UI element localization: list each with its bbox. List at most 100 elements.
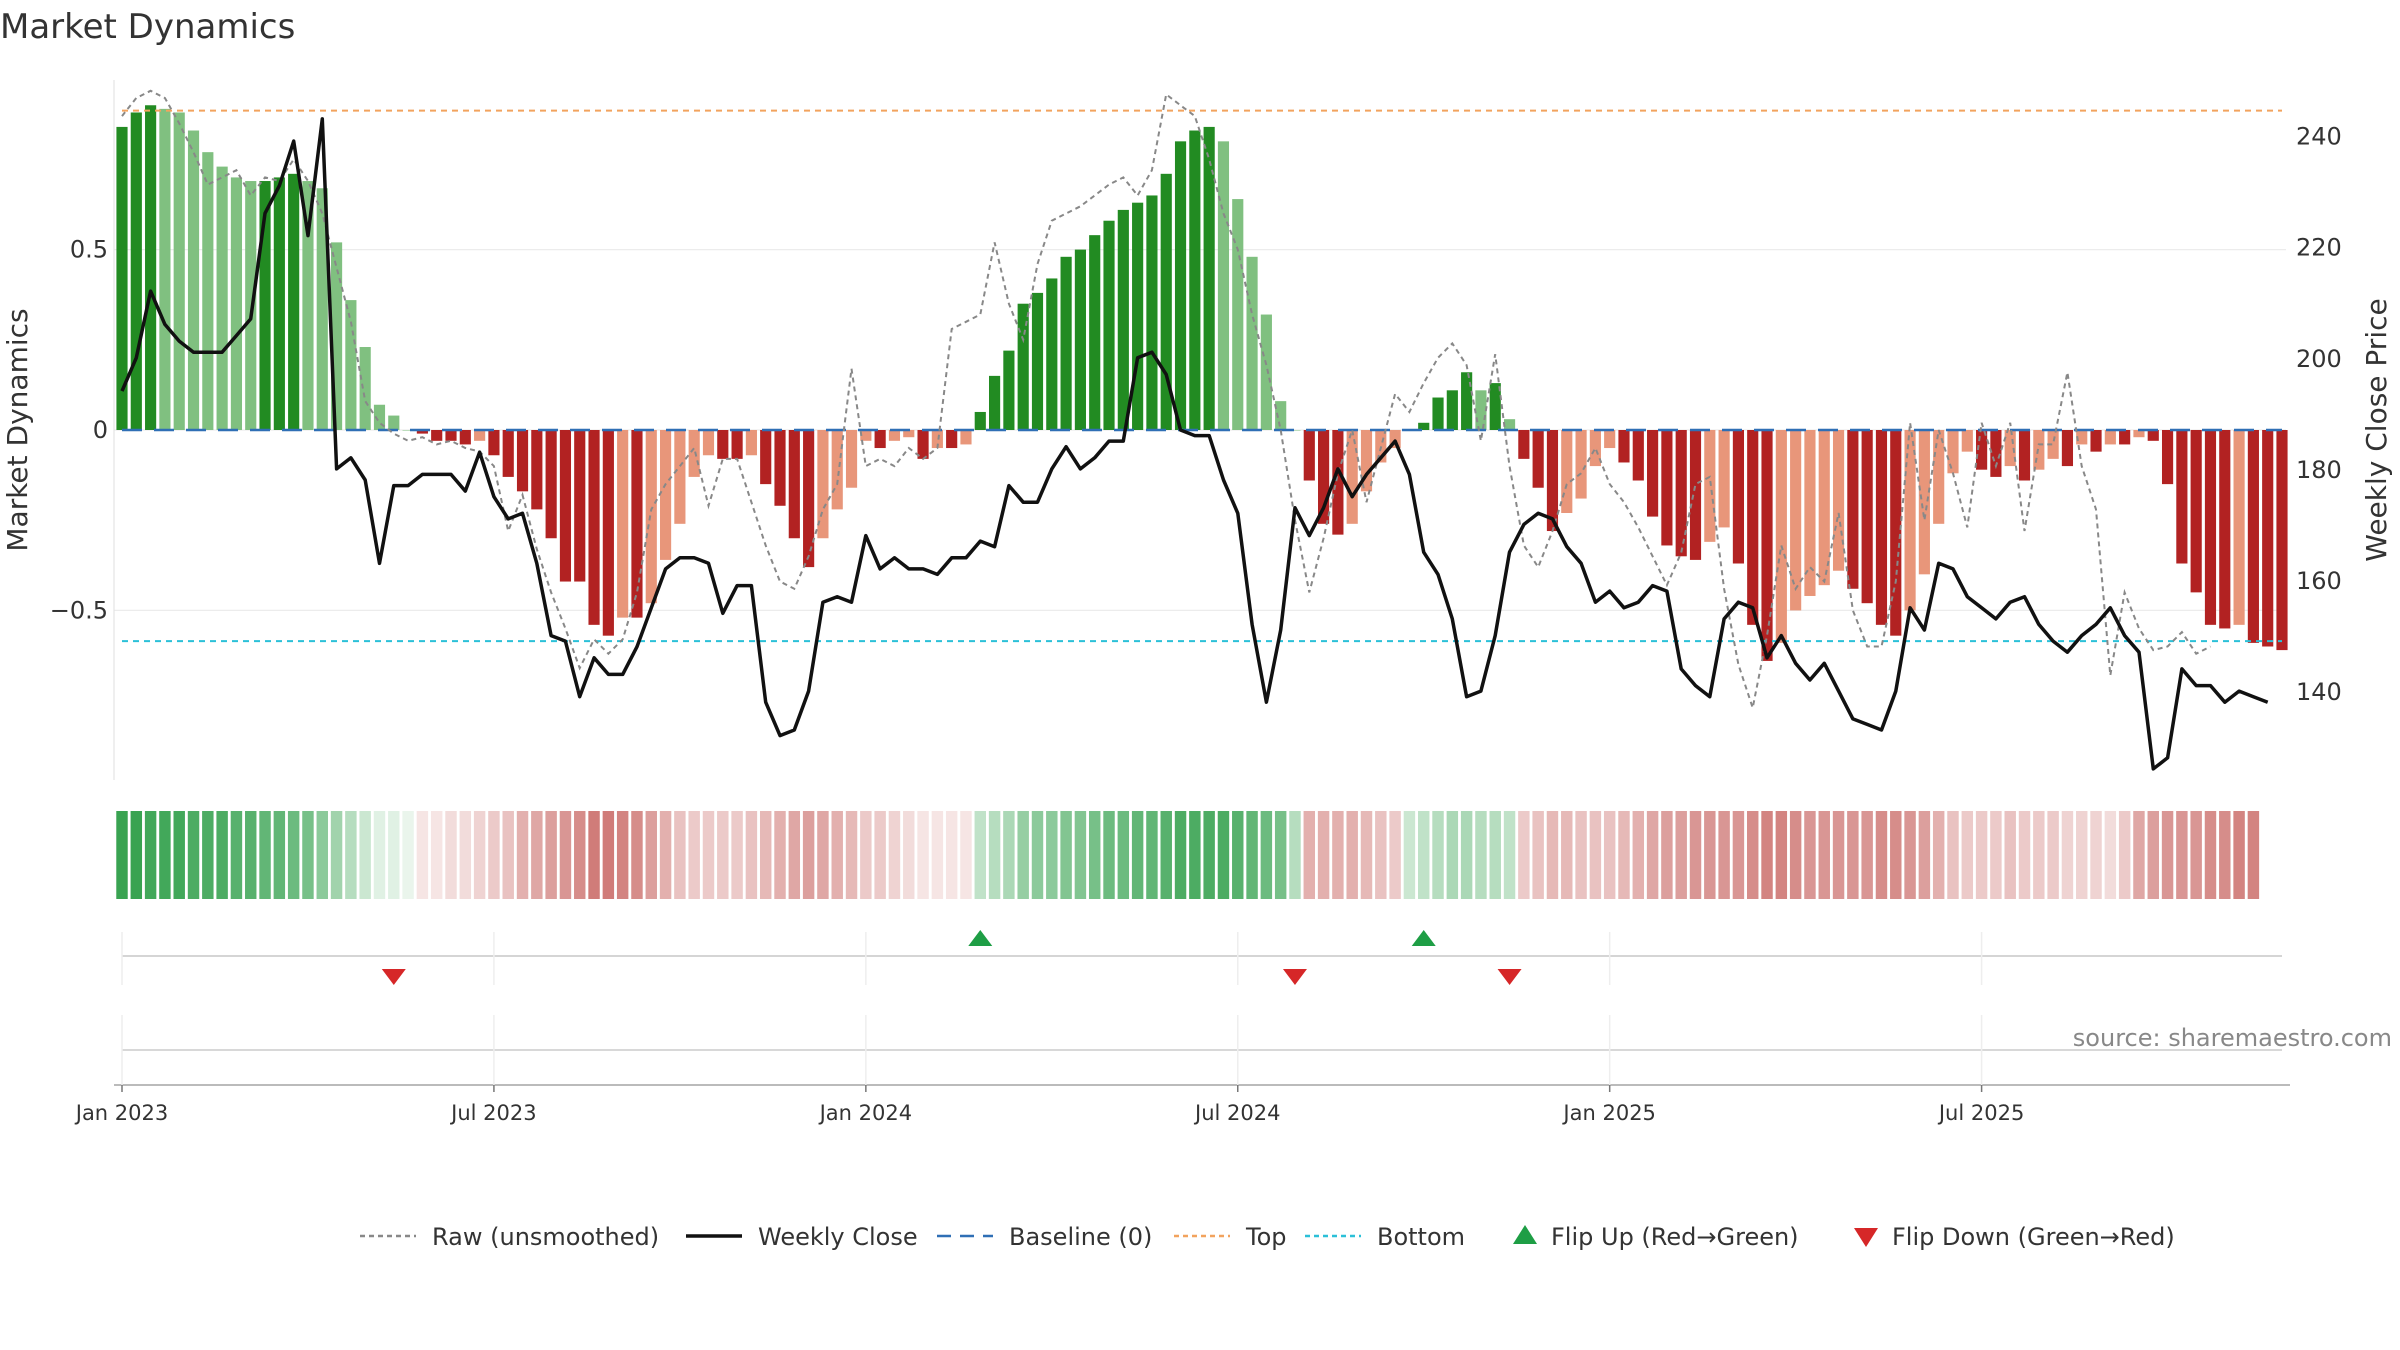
signal-strength-cell <box>988 811 1001 899</box>
signal-strength-cell <box>874 811 886 899</box>
market-dynamics-bar <box>1432 397 1444 430</box>
signal-strength-cell <box>2004 811 2016 899</box>
market-dynamics-bar <box>474 430 486 441</box>
signal-strength-cell <box>2018 811 2031 899</box>
signal-strength-cell <box>1646 811 1659 899</box>
signal-strength-cell <box>1346 811 1358 899</box>
market-dynamics-bar <box>974 411 986 430</box>
market-dynamics-bar <box>1260 314 1272 430</box>
market-dynamics-bar <box>502 430 514 477</box>
market-dynamics-bar <box>631 430 643 618</box>
market-dynamics-bar <box>1561 430 1573 513</box>
signal-strength-cell <box>1274 811 1287 899</box>
market-dynamics-bar <box>130 112 142 430</box>
signal-strength-cell <box>2190 811 2202 899</box>
market-dynamics-bar <box>1632 430 1644 481</box>
market-dynamics-bar <box>488 430 500 456</box>
market-dynamics-bar <box>774 430 786 506</box>
market-dynamics-bar <box>173 112 185 430</box>
signal-strength-cell <box>1503 811 1516 899</box>
market-dynamics-bar <box>702 430 715 456</box>
x-tick-label: Jul 2025 <box>1937 1101 2024 1125</box>
market-dynamics-bar <box>1961 430 1973 452</box>
flip-up-marker <box>1411 930 1436 946</box>
signal-strength-cell <box>2076 811 2088 899</box>
market-dynamics-bar <box>431 430 443 441</box>
signal-strength-cell <box>2061 811 2074 899</box>
signal-strength-cell <box>903 811 915 899</box>
market-dynamics-bar <box>1589 430 1601 467</box>
market-dynamics-bar <box>803 430 815 568</box>
signal-strength-cell <box>2090 811 2102 899</box>
market-dynamics-bar <box>1189 130 1201 431</box>
market-dynamics-bar <box>860 430 872 441</box>
market-dynamics-bar <box>745 430 757 456</box>
signal-strength-cell <box>1246 811 1258 899</box>
market-dynamics-bar <box>659 430 672 560</box>
market-dynamics-bar <box>1017 303 1029 430</box>
y2-tick-label: 140 <box>2296 678 2342 706</box>
signal-strength-cell <box>759 811 772 899</box>
market-dynamics-bar <box>917 430 929 459</box>
market-dynamics-bar <box>216 166 228 430</box>
market-dynamics-bar <box>1647 430 1659 517</box>
market-dynamics-bar <box>2247 430 2259 643</box>
y-tick-label: 0 <box>93 416 108 444</box>
market-dynamics-bar <box>1060 256 1072 430</box>
signal-strength-cell <box>688 811 700 899</box>
signal-strength-cell <box>1060 811 1072 899</box>
market-dynamics-bar <box>1318 430 1330 524</box>
signal-strength-cell <box>459 811 472 899</box>
market-dynamics-bar <box>1203 126 1215 430</box>
signal-strength-cell <box>473 811 486 899</box>
market-dynamics-bar <box>788 430 800 539</box>
signal-strength-cell <box>1103 811 1115 899</box>
signal-strength-cell <box>1003 811 1015 899</box>
market-dynamics-bar <box>1704 430 1716 542</box>
market-dynamics-bar <box>1518 430 1530 459</box>
signal-strength-cell <box>430 811 443 899</box>
market-dynamics-bar <box>259 181 271 430</box>
market-dynamics-bar <box>245 181 257 430</box>
signal-strength-cell <box>1546 811 1559 899</box>
left-y-axis-ticks: 0.5 0 −0.5 <box>50 236 108 625</box>
market-dynamics-bar <box>388 415 400 430</box>
market-dynamics-bar <box>516 430 529 492</box>
legend-flip-up-symbol <box>1513 1225 1537 1244</box>
legend-item: Baseline (0) <box>937 1223 1152 1251</box>
signal-strength-cell <box>1789 811 1802 899</box>
market-dynamics-bar <box>1861 430 1873 604</box>
market-dynamics-bar <box>2133 430 2145 438</box>
market-dynamics-bar <box>1575 430 1587 499</box>
signal-strength-cell <box>1575 811 1587 899</box>
signal-strength-cell <box>1689 811 1702 899</box>
market-dynamics-bar <box>946 430 958 449</box>
weekly-close-series <box>120 117 2269 771</box>
market-dynamics-bar <box>416 430 428 434</box>
market-dynamics-bar <box>1747 430 1759 625</box>
signal-strength-cell <box>917 811 929 899</box>
market-dynamics-bar <box>588 430 600 625</box>
market-dynamics-bar <box>2262 430 2274 647</box>
market-dynamics-bar <box>1418 422 1430 430</box>
legend-label: Top <box>1245 1223 1287 1251</box>
market-dynamics-bar <box>617 430 629 618</box>
signal-strength-cell <box>1990 811 2002 899</box>
signal-strength-cell <box>2176 811 2188 899</box>
signal-strength-cell <box>1217 811 1230 899</box>
x-tick-label: Jan 2024 <box>818 1101 913 1125</box>
signal-strength-cell <box>1289 811 1301 899</box>
signal-strength-cell <box>216 811 228 899</box>
signal-strength-cell <box>2204 811 2217 899</box>
signal-strength-cell <box>1146 811 1158 899</box>
market-dynamics-bar <box>1074 249 1086 430</box>
market-dynamics-bar <box>760 430 772 485</box>
signal-strength-cell <box>2118 811 2131 899</box>
reference-lines <box>122 109 2282 643</box>
market-dynamics-bar <box>874 430 886 449</box>
signal-strength-cell <box>702 811 715 899</box>
market-dynamics-bar <box>116 126 128 430</box>
signal-strength-cell <box>1804 811 1816 899</box>
market-dynamics-bar <box>1532 430 1544 488</box>
signal-strength-cell <box>187 811 200 899</box>
